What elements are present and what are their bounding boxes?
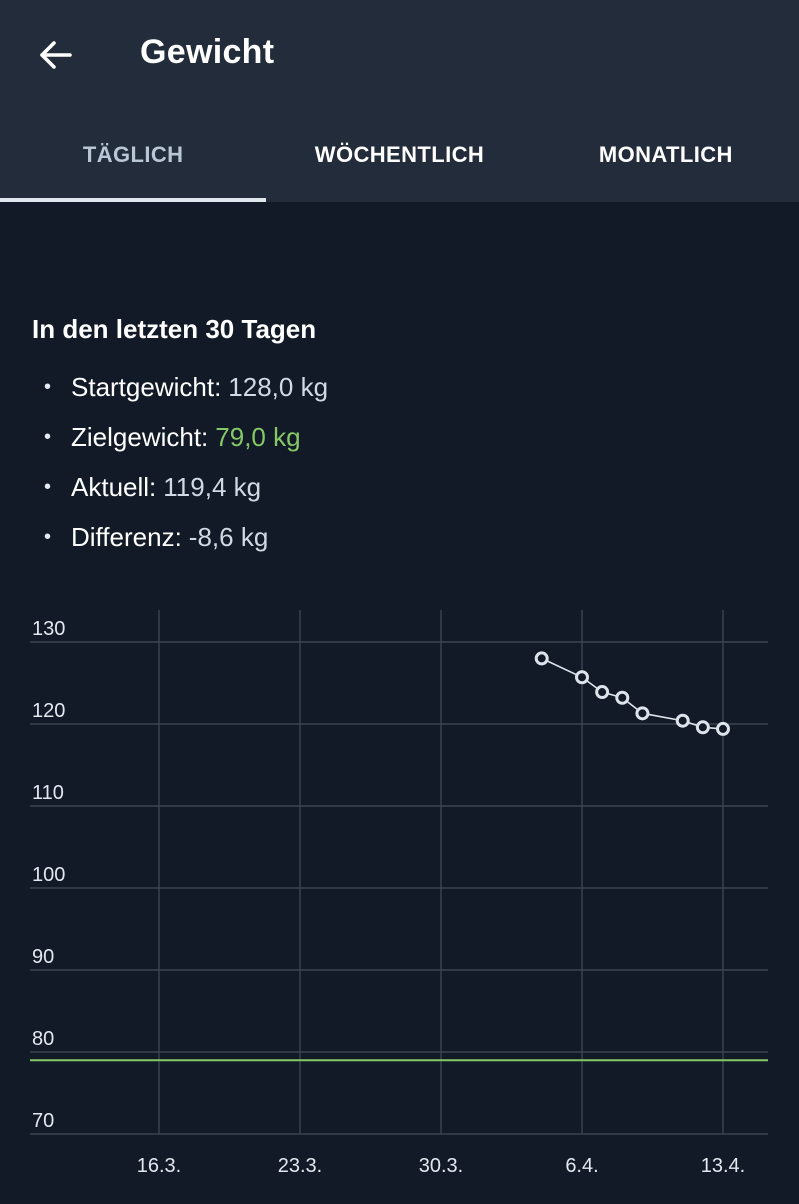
data-point: [615, 690, 630, 705]
bullet: •: [44, 525, 52, 548]
data-point: [595, 685, 610, 700]
x-tick-label: 16.3.: [137, 1155, 181, 1177]
tab-daily[interactable]: TÄGLICH: [82, 142, 184, 167]
x-tick-label: 13.4.: [701, 1155, 745, 1177]
data-point: [534, 651, 549, 666]
y-tick-label: 120: [32, 700, 65, 722]
series-line: [541, 657, 724, 730]
tab-bar: TÄGLICH WÖCHENTLICH MONATLICH: [0, 120, 799, 202]
data-point: [575, 670, 589, 685]
arrow-left-icon: [40, 41, 72, 69]
tab-indicator: [0, 198, 266, 202]
tab-weekly[interactable]: WÖCHENTLICH: [314, 142, 485, 167]
list-item-difference: • Differenz: -8,6 kg: [44, 512, 328, 562]
x-tick-label: 30.3.: [419, 1155, 463, 1177]
list-item-current-weight: • Aktuell: 119,4 kg: [44, 462, 328, 512]
y-tick-label: 90: [32, 946, 54, 968]
y-tick-label: 80: [32, 1028, 54, 1050]
list-item-goal-weight: • Zielgewicht: 79,0 kg: [44, 412, 328, 462]
data-point: [695, 720, 710, 735]
goal-weight-value: 79,0 kg: [215, 421, 301, 452]
y-tick-label: 110: [32, 782, 64, 804]
list-item-start-weight: • Startgewicht: 128,0 kg: [44, 362, 328, 412]
summary-title: In den letzten 30 Tagen: [32, 314, 317, 344]
page-title: Gewicht: [140, 33, 275, 71]
start-weight-value: 128,0 kg: [228, 371, 329, 402]
current-weight-label: Aktuell:: [71, 471, 157, 502]
bullet: •: [44, 425, 52, 448]
current-weight-value: 119,4 kg: [163, 471, 262, 502]
difference-value: -8,6 kg: [188, 521, 269, 552]
start-weight-label: Startgewicht:: [71, 371, 222, 402]
bullet: •: [44, 475, 52, 498]
data-point: [675, 713, 690, 728]
summary-list: • Startgewicht: 128,0 kg • Zielgewicht: …: [44, 362, 328, 562]
weight-chart: 130 120 110 100 90 80 70 16.3. 23.3. 30.3. 6.4. 13.…: [30, 610, 768, 1177]
difference-label: Differenz:: [71, 521, 182, 552]
data-point: [635, 706, 650, 721]
y-tick-label: 100: [32, 864, 65, 886]
tab-monthly[interactable]: MONATLICH: [598, 142, 733, 167]
y-tick-label: 70: [32, 1110, 54, 1132]
bullet: •: [44, 375, 52, 398]
x-tick-label: 6.4.: [565, 1155, 598, 1177]
app-bar: Gewicht TÄGLICH WÖCHENTLICH MONATLICH: [0, 0, 799, 202]
back-button[interactable]: [30, 32, 80, 78]
goal-weight-label: Zielgewicht:: [71, 421, 209, 452]
x-tick-label: 23.3.: [278, 1155, 322, 1177]
data-point: [716, 721, 730, 736]
y-tick-label: 130: [32, 618, 65, 640]
